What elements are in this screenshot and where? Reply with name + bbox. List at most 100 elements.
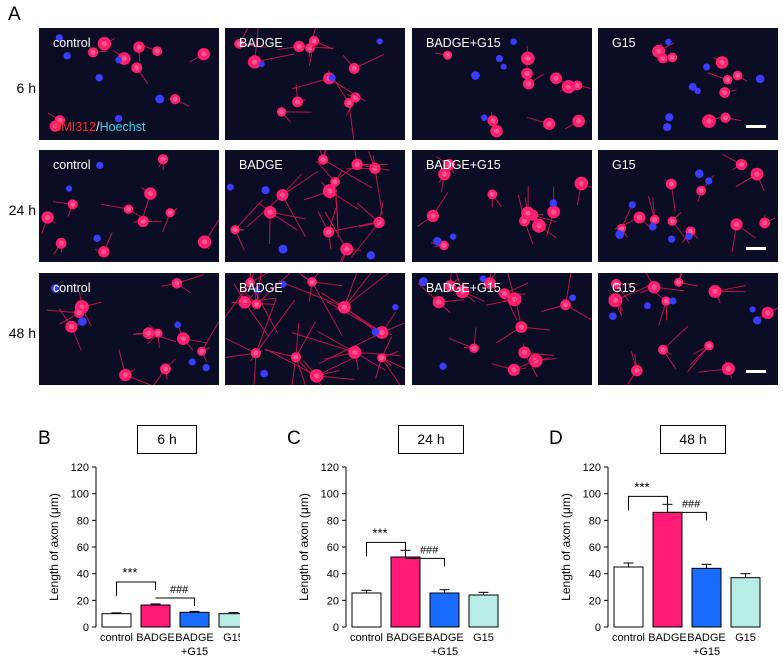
y-tick-label: 20 [327,595,339,607]
category-label: G15 [735,632,756,644]
category-label: BADGE [386,632,425,644]
micrograph-picture [598,150,778,262]
category-label: +G15 [181,646,208,658]
category-label: control [612,632,645,644]
micrograph-image: G15 [598,28,778,140]
category-label: G15 [223,632,240,644]
y-tick-label: 20 [77,595,89,607]
bar [101,613,132,628]
y-tick-label: 80 [77,515,89,527]
y-tick-label: 40 [77,569,89,581]
stain-legend: SMI312/Hoechst [53,120,145,134]
significance-bracket [116,581,156,596]
significance-label: *** [372,525,387,540]
category-label: G15 [473,632,494,644]
y-tick-label: 60 [77,542,89,554]
y-tick-label: 120 [321,462,339,474]
category-label: +G15 [693,646,720,658]
time-box-48h: 48 h [660,425,726,454]
panel-letter-b: B [38,428,51,449]
significance-label: ### [682,498,701,510]
significance-label: ### [420,544,439,556]
micrograph-picture [598,273,778,385]
row-label: 48 h [8,325,36,341]
micrograph-picture [412,273,592,385]
y-tick-label: 80 [589,515,601,527]
significance-label: ### [170,584,189,596]
y-tick-label: 40 [327,569,339,581]
y-tick-label: 40 [589,569,601,581]
micrograph-image: BADGE+G15 [412,150,592,262]
bar [468,594,499,628]
y-axis-label: Length of axon (μm) [559,493,573,601]
bar [351,592,382,628]
micrograph-picture [39,150,219,262]
time-box-6h: 6 h [137,425,197,454]
condition-label: control [53,158,91,172]
micrograph-picture [412,150,592,262]
y-tick-label: 0 [83,622,89,634]
category-label: BADGE [425,632,464,644]
micrograph-image: control [39,273,219,385]
bar [140,604,171,628]
micrograph-image: BADGE [225,150,405,262]
y-tick-label: 60 [589,542,601,554]
condition-label: BADGE [239,36,283,50]
y-tick-label: 60 [327,542,339,554]
y-tick-label: 100 [321,489,339,501]
scale-bar [746,125,766,128]
y-tick-label: 0 [333,622,339,634]
bar [652,511,683,628]
y-tick-label: 20 [589,595,601,607]
significance-label: *** [634,479,649,494]
micrograph-picture [598,28,778,140]
micrograph-image: control SMI312/Hoechst [39,28,219,140]
stain-separator: / [96,120,100,134]
bar [691,567,722,628]
bar [429,592,460,628]
y-tick-label: 120 [583,462,601,474]
condition-label: BADGE [239,158,283,172]
significance-bracket [628,495,668,511]
micrograph-picture [39,273,219,385]
significance-bracket [155,597,195,606]
category-label: BADGE [648,632,687,644]
bar-chart-6h: 0 20 40 60 80 100 120 Length of axon (μm) contro… [47,462,240,658]
condition-label: BADGE+G15 [426,281,501,295]
row-label: 24 h [8,202,36,218]
micrograph-image: control [39,150,219,262]
micrograph-image: BADGE+G15 [412,273,592,385]
stain-smi312: SMI312 [53,120,97,134]
bar [179,611,210,628]
scale-bar [746,247,766,250]
category-label: BADGE [175,632,214,644]
category-label: BADGE [136,632,175,644]
significance-bracket [366,541,406,557]
condition-label: G15 [612,158,636,172]
bar [730,577,761,628]
stain-hoechst: Hoechst [99,120,146,134]
condition-label: BADGE+G15 [426,36,501,50]
significance-label: *** [122,565,137,580]
micrograph-picture [39,28,219,140]
micrograph-picture [412,28,592,140]
scale-bar [746,370,766,373]
micrograph-picture [225,150,405,262]
significance-bracket [667,511,707,521]
panel-letter-c: C [287,428,301,449]
panel-letter-d: D [549,428,563,449]
row-label: 6 h [16,80,36,96]
bar-chart-24h: 0 20 40 60 80 100 120 Length of axon (μm) contro… [297,462,499,658]
category-label: +G15 [431,646,458,658]
bar [613,566,644,628]
condition-label: control [53,281,91,295]
condition-label: control [53,36,91,50]
y-tick-label: 0 [595,622,601,634]
condition-label: G15 [612,281,636,295]
micrograph-image: BADGE [225,273,405,385]
category-label: control [350,632,383,644]
micrograph-image: G15 [598,273,778,385]
bar [218,613,240,628]
y-axis-label: Length of axon (μm) [47,493,61,601]
bar-chart-48h: 0 20 40 60 80 100 120 Length of axon (μm) contro… [559,462,761,658]
